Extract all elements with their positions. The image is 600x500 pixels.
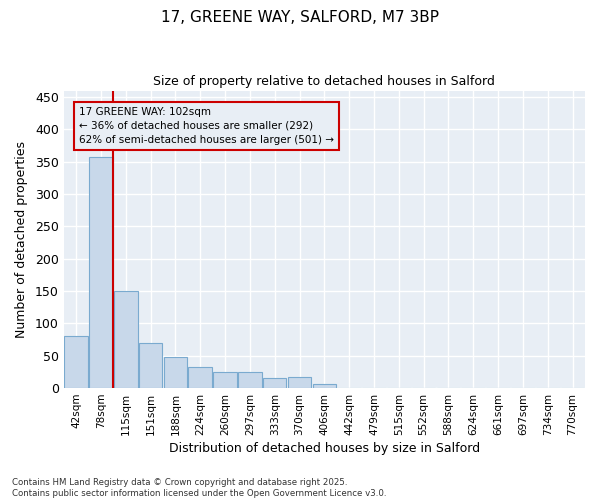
Y-axis label: Number of detached properties: Number of detached properties	[15, 141, 28, 338]
Text: 17 GREENE WAY: 102sqm
← 36% of detached houses are smaller (292)
62% of semi-det: 17 GREENE WAY: 102sqm ← 36% of detached …	[79, 106, 334, 144]
Bar	[164, 357, 187, 388]
Bar	[213, 372, 237, 388]
Bar	[89, 156, 113, 388]
Title: Size of property relative to detached houses in Salford: Size of property relative to detached ho…	[154, 75, 495, 88]
Bar	[288, 377, 311, 388]
Text: 17, GREENE WAY, SALFORD, M7 3BP: 17, GREENE WAY, SALFORD, M7 3BP	[161, 10, 439, 25]
Bar	[313, 384, 336, 388]
Bar	[188, 368, 212, 388]
Bar	[114, 291, 137, 388]
Bar	[139, 343, 163, 388]
Text: Contains HM Land Registry data © Crown copyright and database right 2025.
Contai: Contains HM Land Registry data © Crown c…	[12, 478, 386, 498]
X-axis label: Distribution of detached houses by size in Salford: Distribution of detached houses by size …	[169, 442, 480, 455]
Bar	[64, 336, 88, 388]
Bar	[238, 372, 262, 388]
Bar	[263, 378, 286, 388]
